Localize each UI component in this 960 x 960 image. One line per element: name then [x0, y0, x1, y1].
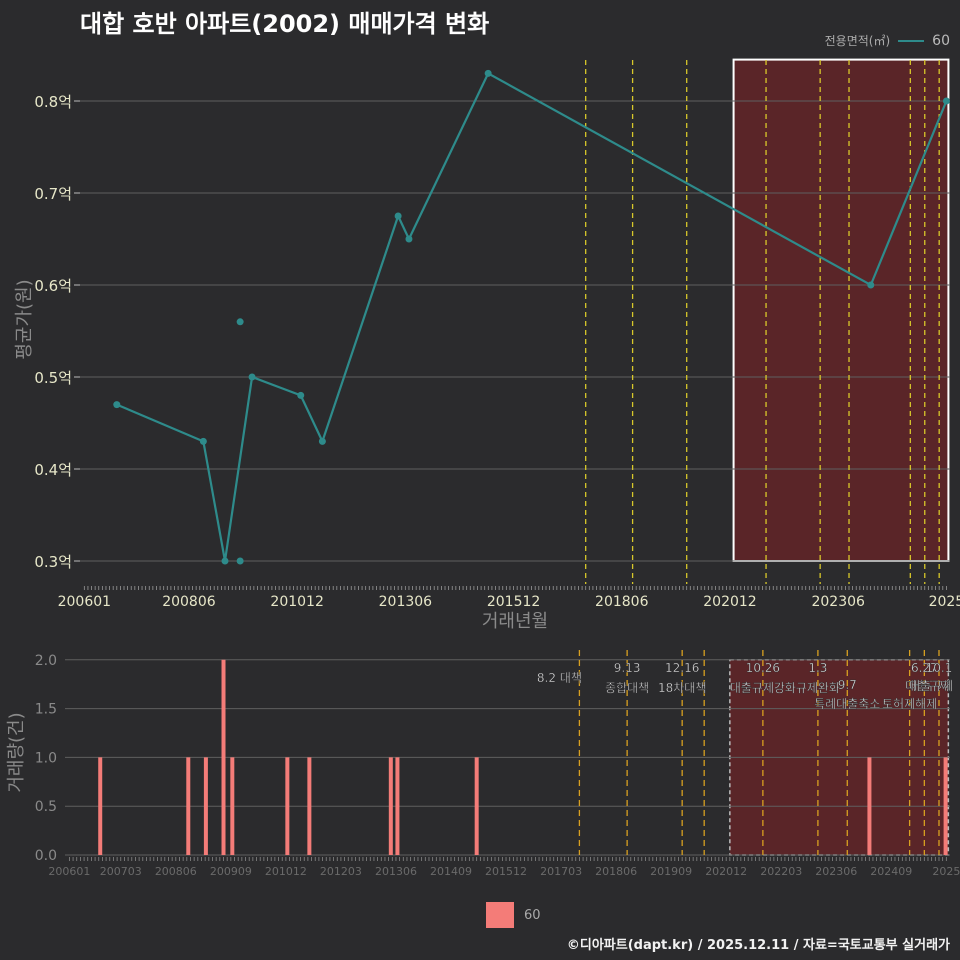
- top-data-point: [394, 212, 402, 220]
- bottom-bar: [98, 757, 103, 855]
- legend-line-swatch: [898, 39, 925, 42]
- top-data-point: [484, 69, 492, 77]
- top-data-point: [297, 391, 305, 399]
- top-x-tick-label: 201306: [379, 594, 433, 610]
- policy-label-9-13-date: 9.13: [614, 661, 641, 675]
- bottom-bar: [285, 757, 290, 855]
- top-data-point: [405, 235, 413, 243]
- top-data-point: [318, 437, 326, 445]
- top-x-tick-label: 201012: [270, 594, 323, 610]
- bottom-bar: [388, 757, 393, 855]
- policy-label-10-15-date: 10.1: [926, 661, 953, 675]
- top-data-point: [199, 437, 207, 445]
- bottom-x-tick-label: 202409: [870, 865, 912, 878]
- bottom-x-tick-label: 202012: [705, 865, 747, 878]
- bottom-y-tick-label: 1.5: [35, 702, 57, 718]
- bottom-x-tick-label: 201512: [485, 865, 527, 878]
- legend-bottom: 60: [486, 902, 541, 928]
- bottom-x-tick-label: 200909: [210, 865, 252, 878]
- bottom-y-tick-label: 0.5: [35, 799, 57, 815]
- footer-credit: ©디아파트(dapt.kr) / 2025.12.11 / 자료=국토교통부 실…: [566, 938, 950, 953]
- bottom-bar: [230, 757, 235, 855]
- policy-label-8-2: 8.2 대책: [537, 670, 582, 685]
- top-x-tick-label: 202306: [811, 594, 865, 610]
- top-highlight-range: [732, 58, 950, 562]
- top-data-point: [221, 557, 229, 565]
- legend-bar-label: 60: [524, 907, 541, 923]
- bottom-x-tick-label: 201203: [320, 865, 362, 878]
- bottom-x-tick-label: 200601: [48, 865, 90, 878]
- top-data-point: [867, 281, 875, 289]
- bottom-x-tick-label: 201306: [375, 865, 417, 878]
- top-x-tick-label: 201806: [595, 594, 649, 610]
- top-y-tick-label: 0.3억: [34, 553, 72, 571]
- legend-top: 전용면적(㎡) 60: [825, 32, 950, 49]
- policy-label-6-27-name: 대출규제: [905, 679, 949, 693]
- bottom-x-tick-label: 201909: [650, 865, 692, 878]
- top-data-point: [113, 401, 121, 409]
- bottom-y-axis-title: 거래량(건): [6, 712, 27, 792]
- top-y-tick-label: 0.5억: [34, 369, 72, 387]
- legend-series-label: 60: [932, 32, 950, 49]
- top-x-tick-label: 200601: [58, 594, 111, 610]
- bottom-bar: [221, 659, 226, 855]
- policy-label-10-26-name: 대출규제강화: [730, 681, 796, 695]
- bottom-x-tick-label: 202306: [815, 865, 857, 878]
- policy-label-toheoje: 토허제해제: [882, 697, 937, 711]
- top-data-point: [942, 97, 950, 105]
- top-y-axis-title: 평균가(원): [14, 279, 35, 359]
- top-x-tick-label: 200806: [162, 594, 216, 610]
- bottom-bar: [395, 757, 400, 855]
- bottom-x-tick-label: 201703: [540, 865, 582, 878]
- bottom-x-tick-label: 201409: [430, 865, 472, 878]
- policy-label-9-7-name: 특례대출축소: [814, 697, 880, 711]
- policy-label-1-3-date: 1.3: [808, 661, 827, 675]
- top-y-tick-label: 0.7억: [34, 185, 72, 203]
- bottom-x-tick-label: 201806: [595, 865, 637, 878]
- top-x-tick-label: 2025: [929, 594, 960, 610]
- policy-label-12-16-date: 12.16: [665, 661, 699, 675]
- bottom-bar: [943, 757, 948, 855]
- bottom-x-tick-label: 201012: [265, 865, 307, 878]
- legend-title: 전용면적(㎡): [824, 34, 891, 48]
- top-extra-point: [236, 318, 244, 326]
- top-x-axis-title: 거래년월: [482, 611, 548, 632]
- policy-label-10-26-date: 10.26: [746, 661, 780, 675]
- bottom-y-tick-label: 0.0: [35, 848, 57, 864]
- bottom-x-tick-label: 200806: [155, 865, 197, 878]
- top-x-tick-label: 202012: [703, 594, 756, 610]
- policy-label-1-3-name: 규제완화: [796, 681, 840, 695]
- bottom-x-tick-label: 2025: [932, 865, 960, 878]
- policy-label-6-27-date: 6.27: [911, 661, 938, 675]
- policy-label-10-15-name: 대출규제: [909, 679, 953, 693]
- bottom-x-tick-label: 202203: [760, 865, 802, 878]
- legend-bar-swatch: [486, 902, 514, 928]
- top-y-tick-label: 0.8억: [34, 93, 72, 111]
- bottom-bar: [867, 757, 872, 855]
- top-y-tick-label: 0.4억: [34, 461, 72, 479]
- bottom-bar: [474, 757, 479, 855]
- bottom-y-tick-label: 2.0: [35, 653, 57, 669]
- policy-label-9-13-name: 종합대책: [605, 680, 649, 695]
- policy-label-12-16-name: 18차대책: [658, 680, 706, 695]
- top-y-tick-label: 0.6억: [34, 277, 72, 295]
- bottom-bar: [203, 757, 208, 855]
- top-data-point: [248, 373, 256, 381]
- top-x-tick-label: 201512: [487, 594, 540, 610]
- chart-title: 대합 호반 아파트(2002) 매매가격 변화: [80, 10, 490, 38]
- bottom-bar: [307, 757, 312, 855]
- bottom-bar: [186, 757, 191, 855]
- top-extra-point: [236, 557, 244, 565]
- bottom-y-tick-label: 1.0: [35, 750, 57, 766]
- bottom-x-tick-label: 200703: [100, 865, 142, 878]
- policy-label-9-7-date: 9.7: [838, 678, 857, 692]
